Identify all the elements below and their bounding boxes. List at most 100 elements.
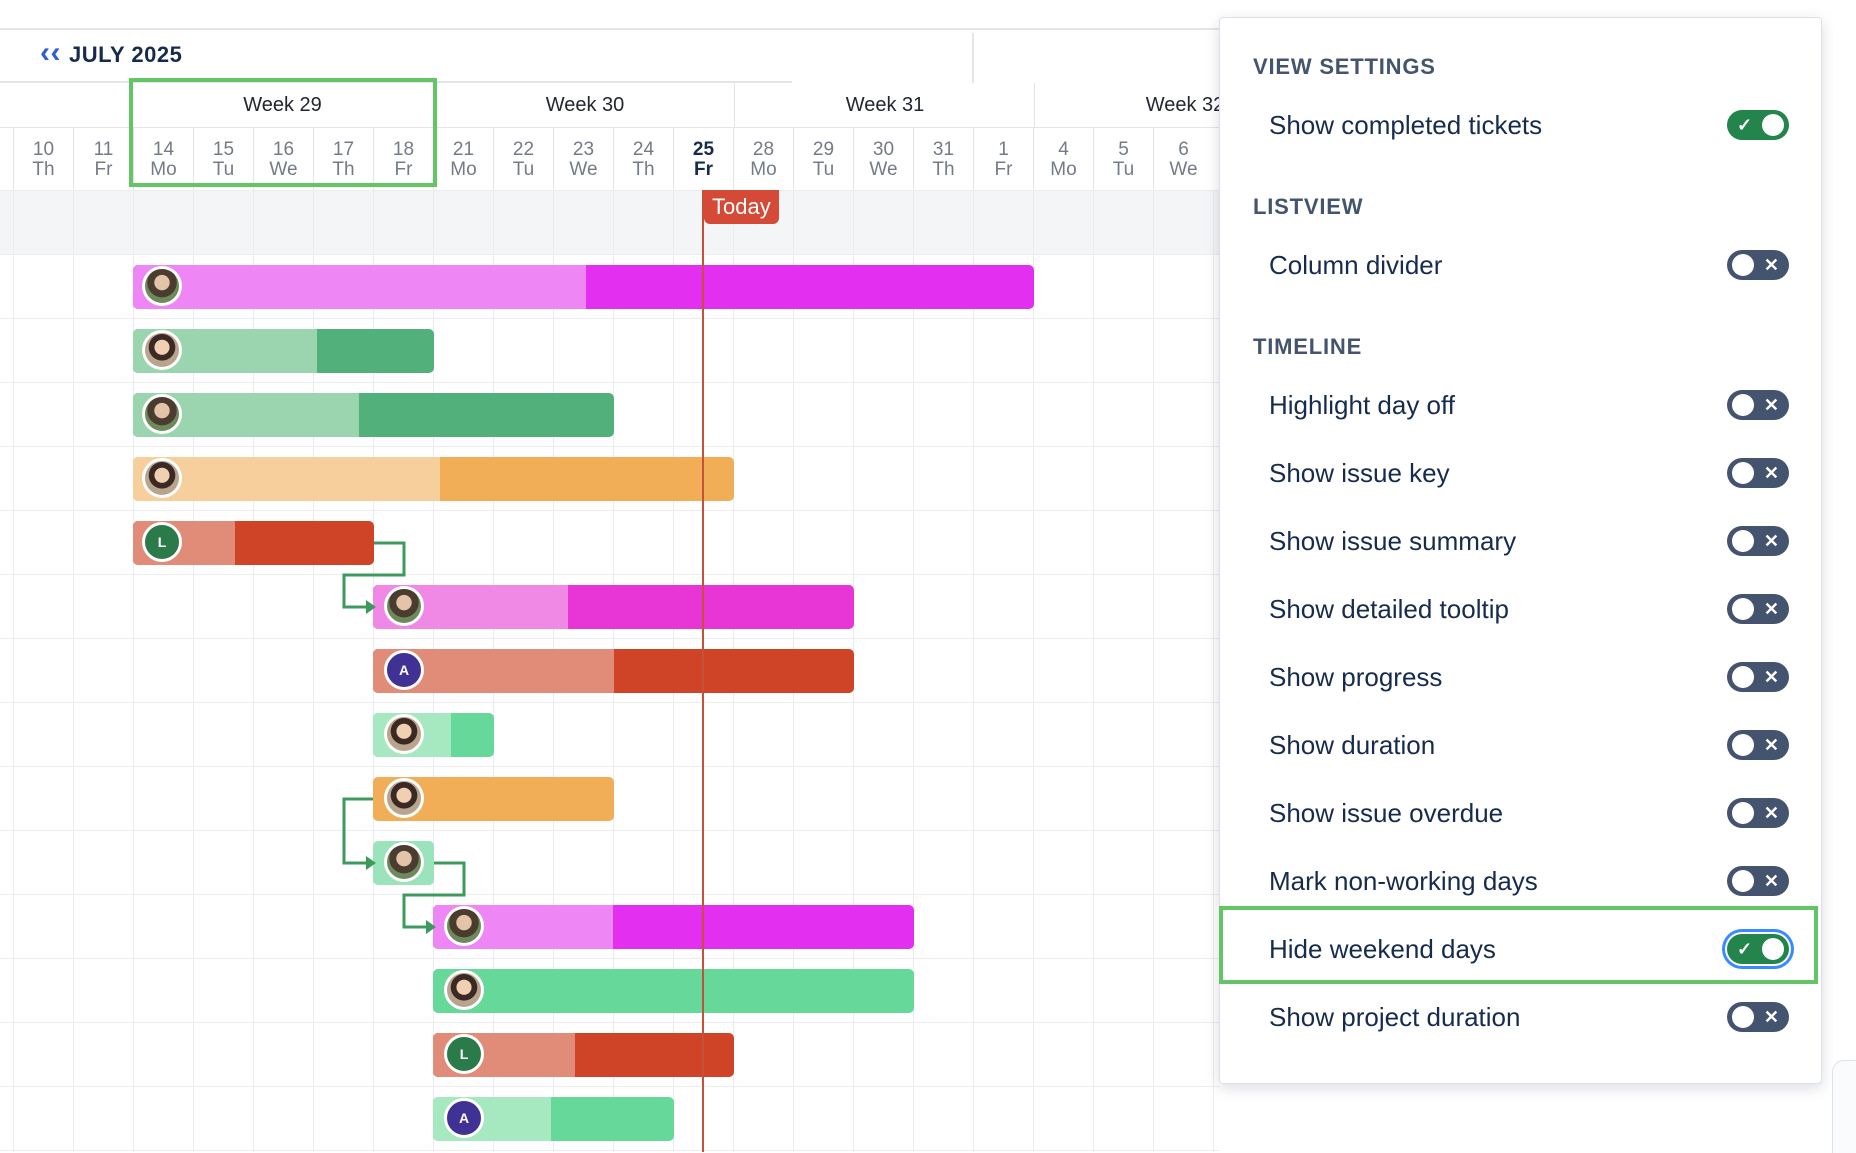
avatar-initial: A <box>444 1098 484 1138</box>
option-label: Show completed tickets <box>1269 109 1543 140</box>
task-bar[interactable] <box>133 265 1034 309</box>
week-29-highlight <box>129 78 437 187</box>
option-label: Show detailed tooltip <box>1269 593 1509 624</box>
day-cell: 16 We <box>253 128 313 190</box>
section-title-view-settings: VIEW SETTINGS <box>1253 54 1436 79</box>
close-icon: ✕ <box>1763 871 1779 891</box>
avatar <box>444 906 484 946</box>
task-bar[interactable] <box>133 393 614 437</box>
toggle-switch[interactable]: ✕ <box>1727 458 1789 488</box>
week-label: Week 31 <box>845 94 925 116</box>
toggle-switch[interactable]: ✕ <box>1727 594 1789 624</box>
option-show-progress[interactable]: Show progress ✕ <box>1269 655 1789 699</box>
close-icon: ✕ <box>1763 599 1779 619</box>
option-show-issue-key[interactable]: Show issue key ✕ <box>1269 451 1789 495</box>
option-label: Show issue key <box>1269 457 1450 488</box>
week-label: Week 29 <box>243 94 322 116</box>
close-icon: ✕ <box>1763 255 1779 275</box>
check-icon: ✓ <box>1737 115 1753 135</box>
option-highlight-day-off[interactable]: Highlight day off ✕ <box>1269 383 1789 427</box>
day-row: 10 Th 11 Fr 14 Mo 15 Tu 16 We 17 Th 18 Fr 21 Mo … <box>0 127 1220 191</box>
day-cell: 5 Tu <box>1093 128 1153 190</box>
toggle-switch[interactable]: ✕ <box>1727 250 1789 280</box>
double-chevron-left-icon[interactable]: ‹‹ <box>40 36 61 69</box>
month-nav[interactable]: ‹‹ JULY 2025 <box>40 36 183 69</box>
close-icon: ✕ <box>1763 463 1779 483</box>
today-marker: Today <box>704 190 779 224</box>
day-cell: 17 Th <box>313 128 373 190</box>
option-label: Show project duration <box>1269 1001 1521 1032</box>
option-show-issue-overdue[interactable]: Show issue overdue ✕ <box>1269 791 1789 835</box>
week-label: Week 30 <box>545 94 625 116</box>
month-label: JULY 2025 <box>68 42 183 67</box>
day-cell: 10 Th <box>13 128 73 190</box>
task-bar[interactable] <box>433 905 914 949</box>
option-hide-weekend-days[interactable]: Hide weekend days ✓ <box>1269 927 1789 971</box>
option-show-duration[interactable]: Show duration ✕ <box>1269 723 1789 767</box>
toggle-switch[interactable]: ✕ <box>1727 390 1789 420</box>
close-icon: ✕ <box>1763 803 1779 823</box>
option-label: Show issue overdue <box>1269 797 1504 828</box>
close-icon: ✕ <box>1763 667 1779 687</box>
option-show-project-duration[interactable]: Show project duration ✕ <box>1269 995 1789 1039</box>
toggle-switch[interactable]: ✕ <box>1727 730 1789 760</box>
month-header <box>0 30 1220 83</box>
avatar-initial: L <box>444 1034 484 1074</box>
today-line <box>702 190 704 1152</box>
avatar-initial: L <box>142 522 182 562</box>
option-label: Mark non-working days <box>1269 865 1538 896</box>
option-label: Show issue summary <box>1269 525 1517 556</box>
day-cell: 21 Mo <box>433 128 493 190</box>
task-bar[interactable] <box>133 457 734 501</box>
week-label: Week 32 <box>1145 94 1225 116</box>
avatar <box>384 586 424 626</box>
day-cell: 30 We <box>853 128 913 190</box>
toggle-switch[interactable]: ✕ <box>1727 798 1789 828</box>
week-divider <box>1034 83 1035 127</box>
close-icon: ✕ <box>1763 1007 1779 1027</box>
option-show-detailed-tooltip[interactable]: Show detailed tooltip ✕ <box>1269 587 1789 631</box>
day-cell: 31 Th <box>913 128 973 190</box>
day-cell: 28 Mo <box>733 128 793 190</box>
avatar <box>142 458 182 498</box>
option-show-issue-summary[interactable]: Show issue summary ✕ <box>1269 519 1789 563</box>
toggle-switch[interactable]: ✕ <box>1727 1002 1789 1032</box>
week-row: Week 29 Week 30 Week 31 Week 32 <box>0 83 1224 127</box>
close-icon: ✕ <box>1763 531 1779 551</box>
avatar <box>142 330 182 370</box>
day-cell: 29 Tu <box>793 128 853 190</box>
toggle-switch[interactable]: ✕ <box>1727 866 1789 896</box>
day-cell: 6 We <box>1153 128 1213 190</box>
option-show-completed-tickets[interactable]: Show completed tickets ✓ <box>1269 103 1789 147</box>
avatar <box>142 266 182 306</box>
day-cell-today: 25 Fr <box>673 128 733 190</box>
section-title-timeline: TIMELINE <box>1253 334 1363 359</box>
close-icon: ✕ <box>1763 395 1779 415</box>
day-cell: 23 We <box>553 128 613 190</box>
close-icon: ✕ <box>1763 735 1779 755</box>
day-cell: 11 Fr <box>73 128 133 190</box>
avatar <box>384 778 424 818</box>
toggle-switch[interactable]: ✓ <box>1727 110 1789 140</box>
toggle-switch[interactable]: ✕ <box>1727 662 1789 692</box>
day-cell: 24 Th <box>613 128 673 190</box>
toggle-switch[interactable]: ✕ <box>1727 526 1789 556</box>
day-cell: 1 Fr <box>973 128 1033 190</box>
task-bar[interactable] <box>433 969 914 1013</box>
option-label: Highlight day off <box>1269 389 1455 420</box>
avatar <box>384 714 424 754</box>
option-label: Show duration <box>1269 729 1436 760</box>
option-mark-non-working-days[interactable]: Mark non-working days ✕ <box>1269 859 1789 903</box>
day-cell: 14 Mo <box>133 128 193 190</box>
avatar <box>384 842 424 882</box>
month-underline <box>0 81 792 83</box>
task-bar[interactable] <box>373 585 854 629</box>
option-label: Hide weekend days <box>1269 933 1496 964</box>
day-cell: 22 Tu <box>493 128 553 190</box>
scrollbar-edge[interactable] <box>1832 1060 1856 1153</box>
toggle-switch[interactable]: ✓ <box>1727 934 1789 964</box>
task-bar[interactable] <box>373 649 854 693</box>
option-label: Column divider <box>1269 249 1443 280</box>
option-column-divider[interactable]: Column divider ✕ <box>1269 243 1789 287</box>
day-cell: 18 Fr <box>373 128 433 190</box>
